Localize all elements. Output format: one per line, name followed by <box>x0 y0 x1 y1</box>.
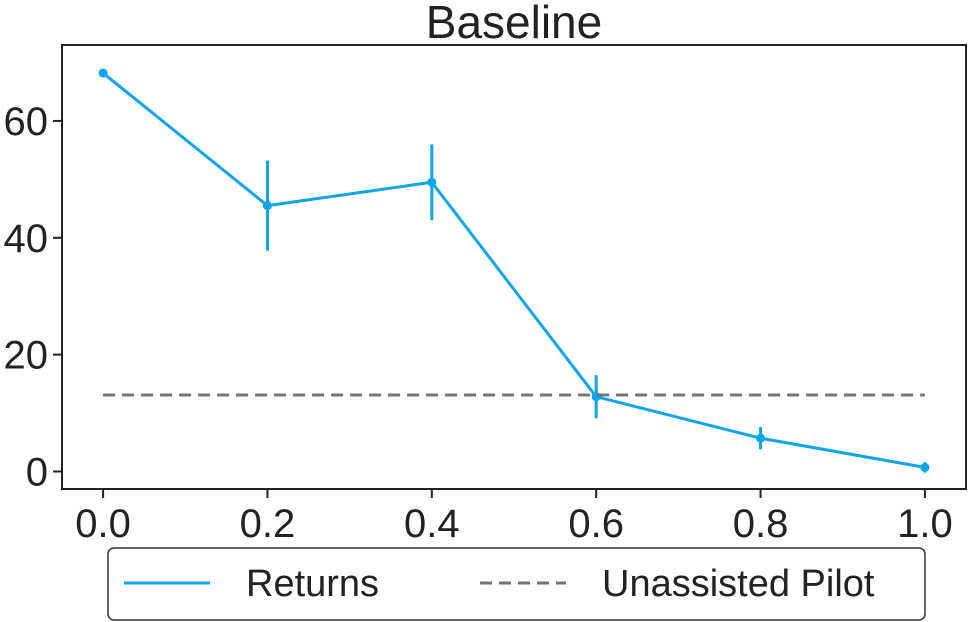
x-tick-label: 0.8 <box>733 502 789 546</box>
data-point <box>920 462 930 472</box>
x-tick-label: 1.0 <box>897 502 953 546</box>
y-tick-label: 60 <box>4 100 49 144</box>
series-line-returns <box>102 71 926 469</box>
plot-frame <box>61 44 967 490</box>
x-axis: 0.0 0.2 0.4 0.6 0.8 1.0 <box>75 489 953 546</box>
legend-box <box>107 547 926 621</box>
y-tick-label: 40 <box>4 217 49 261</box>
y-tick-label: 0 <box>26 450 48 494</box>
plot-area <box>98 68 930 473</box>
data-point <box>756 433 766 443</box>
data-point <box>427 177 437 187</box>
legend: Returns Unassisted Pilot <box>107 547 926 621</box>
data-point <box>98 68 108 78</box>
x-tick-label: 0.4 <box>404 502 460 546</box>
chart-title: Baseline <box>426 0 602 48</box>
x-tick-label: 0.6 <box>568 502 624 546</box>
x-tick-label: 0.0 <box>75 502 131 546</box>
x-tick-label: 0.2 <box>240 502 296 546</box>
y-axis: 0 20 40 60 <box>4 100 62 494</box>
legend-label-returns: Returns <box>246 563 379 605</box>
data-point <box>262 201 272 211</box>
y-tick-label: 20 <box>4 334 49 378</box>
legend-label-unassisted-pilot: Unassisted Pilot <box>602 563 875 605</box>
